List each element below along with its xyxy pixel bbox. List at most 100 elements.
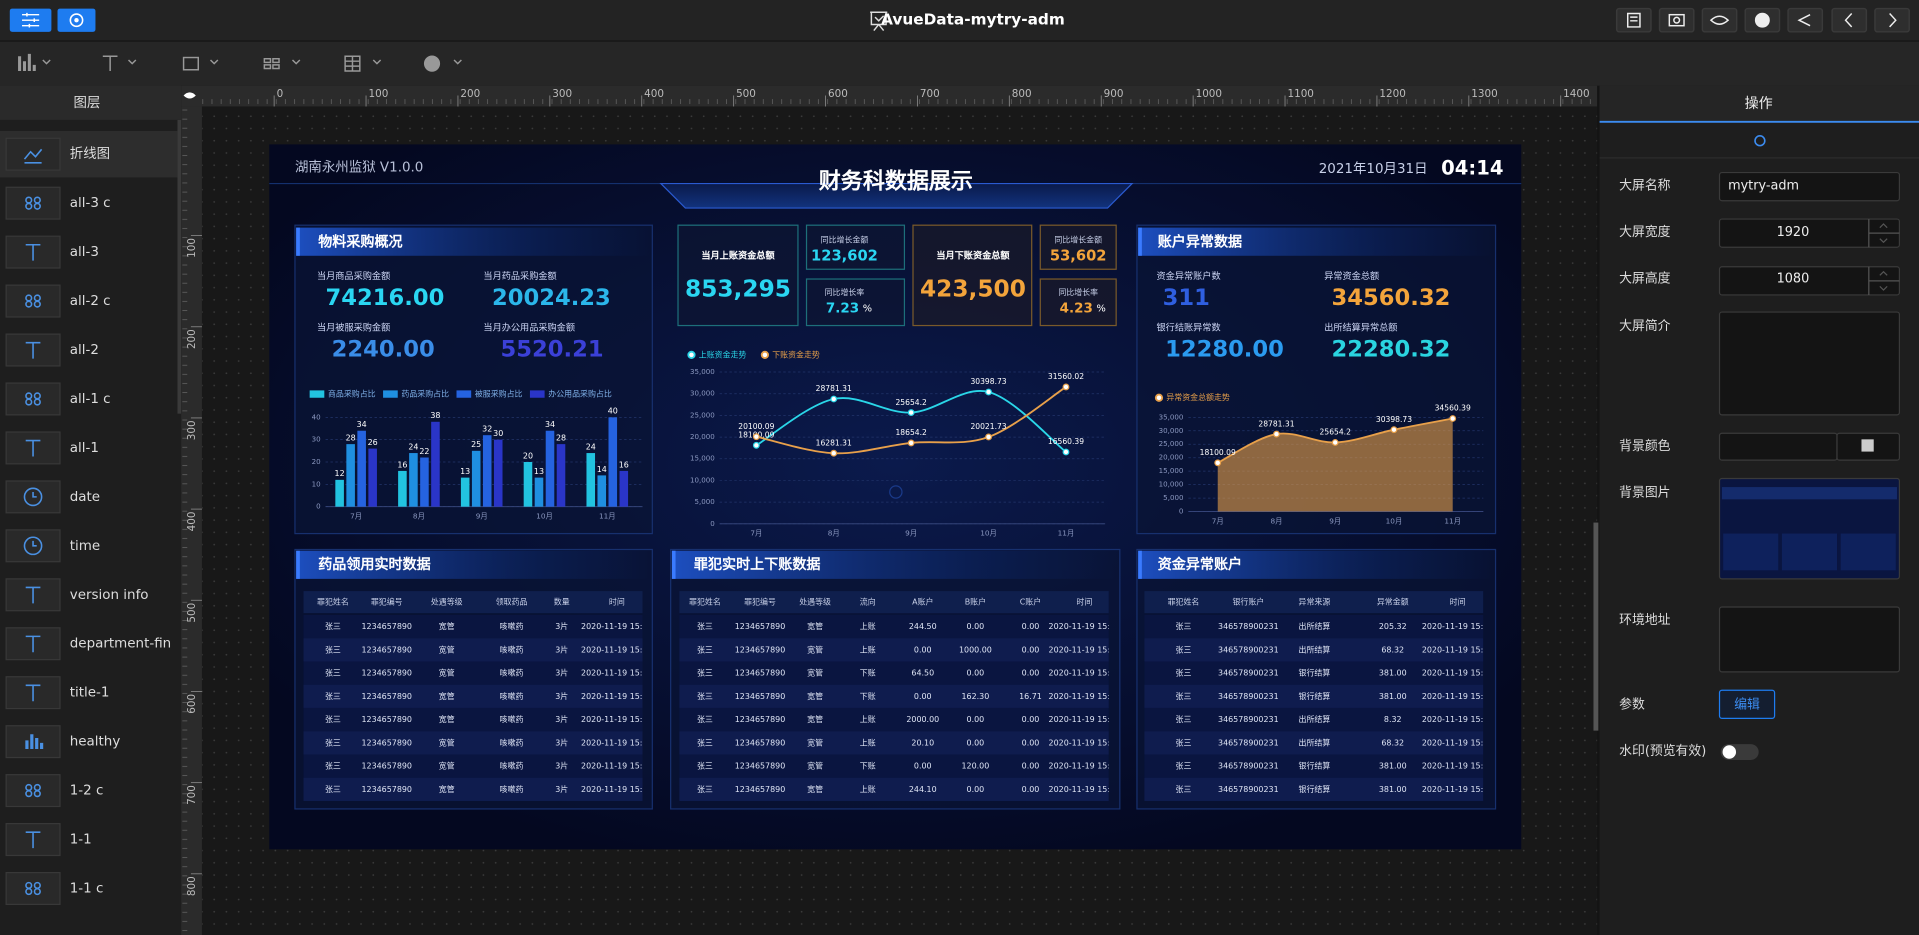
edit-button[interactable] [1718, 689, 1776, 719]
layer-name[interactable]: version info [70, 588, 149, 603]
chart-tool[interactable] [18, 53, 36, 71]
layer-name[interactable]: 1-1 c [70, 881, 104, 896]
other-tool[interactable] [423, 55, 441, 72]
column-header: 异常金额 [1377, 597, 1409, 607]
table-cell: 张三 [1176, 715, 1192, 724]
x-tick-label: 10月 [1386, 516, 1403, 525]
layer-name[interactable]: title-1 [70, 686, 110, 701]
column-header: 罪犯姓名 [1168, 597, 1200, 607]
card-rate: 7.23 [826, 301, 859, 316]
env-textarea[interactable] [1718, 606, 1901, 673]
table-cell: 1234657890 [735, 669, 786, 678]
ruler-label: 300 [186, 420, 198, 440]
legend-swatch [456, 390, 472, 398]
icon [33, 398, 41, 406]
bar-value-label: 22 [419, 447, 429, 456]
icon [25, 734, 44, 749]
icon [1626, 12, 1641, 28]
y-tick-label: 25,000 [1159, 439, 1184, 448]
table-cell: 张三 [1176, 622, 1192, 631]
image-tool[interactable] [182, 56, 199, 71]
config-tab[interactable] [1754, 135, 1766, 147]
bar-value-label: 16 [397, 460, 407, 469]
intro-textarea[interactable] [1718, 311, 1901, 416]
layer-name[interactable]: all-2 [70, 343, 99, 358]
icon [25, 341, 41, 359]
table-cell: 2020-11-19 15:30 [581, 762, 653, 771]
name-input[interactable] [1718, 171, 1901, 202]
y-tick-label: 30,000 [1159, 426, 1184, 435]
layer-name[interactable]: all-3 [70, 245, 99, 260]
y-tick-label: 5,000 [694, 497, 715, 506]
ruler-label: 800 [1012, 88, 1032, 100]
point-label: 18654.2 [895, 428, 927, 437]
ruler-label: 1400 [1563, 88, 1589, 100]
spinners[interactable] [1868, 219, 1900, 295]
table-cell: 2020-11-19 15:30 [1422, 692, 1494, 701]
forward-button[interactable] [1874, 7, 1910, 33]
layer-name[interactable]: all-3 c [70, 196, 111, 211]
stat-value: 74216.00 [326, 285, 445, 311]
bar [471, 450, 481, 507]
layer-name[interactable]: all-1 [70, 441, 99, 456]
field-label: 大屏高度 [1619, 271, 1671, 287]
table-cell: 宽管 [807, 644, 823, 654]
preview-button[interactable] [1701, 7, 1738, 33]
table-cell: 宽管 [439, 784, 455, 794]
screenshot-button[interactable] [1658, 7, 1695, 33]
layer-name[interactable]: department-fin [70, 637, 171, 652]
table-tool[interactable] [344, 55, 361, 72]
table-cell: 162.30 [962, 692, 990, 701]
eye-toggle[interactable] [183, 92, 196, 99]
table-cell: 1234657890 [735, 762, 786, 771]
layer-name[interactable]: all-2 c [70, 294, 111, 309]
table-cell: 宽管 [807, 737, 823, 747]
text-tool[interactable] [102, 55, 118, 71]
table-cell: 张三 [1176, 785, 1192, 794]
field-label: 水印(预览有效) [1619, 743, 1706, 759]
table-cell: 2020-11-19 15:30 [581, 738, 653, 747]
legend-marker [760, 350, 770, 360]
bar [523, 461, 533, 507]
field-label: 大屏宽度 [1619, 224, 1671, 240]
table-cell: 银行结算 [1299, 691, 1331, 701]
table-row-bg [679, 777, 1109, 801]
number-tool[interactable] [263, 58, 280, 70]
bar-value-label: 34 [357, 420, 367, 429]
point [1273, 430, 1280, 438]
table-cell: 2000.00 [906, 715, 939, 724]
table: 罪犯姓名 罪犯编号 处遇等级 流向 A账户 B账户 C账户 时间张三 1234657890 宽管上… [679, 591, 1121, 801]
panel-title: 账户异常数据 [1158, 233, 1242, 250]
field-value: 1920 [1777, 225, 1810, 240]
layer-name[interactable]: 1-1 [70, 833, 92, 848]
point [985, 433, 992, 441]
table-cell: 0.00 [967, 738, 985, 747]
caret [372, 59, 382, 65]
table-row-bg [679, 614, 1109, 639]
scrollbar[interactable] [177, 119, 182, 414]
back-button[interactable] [1831, 7, 1868, 33]
top-bar [0, 0, 1919, 41]
toolbar [0, 41, 1919, 86]
panel-title: 物料采购概况 [318, 233, 402, 250]
layer-name[interactable]: date [70, 490, 100, 505]
column-header: 异常来源 [1299, 598, 1331, 607]
panel-title: 罪犯实时上下账数据 [694, 556, 821, 573]
table-row-bg [303, 614, 643, 639]
layer-icon-box [5, 871, 61, 906]
y-tick-label: 30 [312, 435, 322, 444]
share-button[interactable] [1787, 7, 1824, 33]
layer-name[interactable]: all-1 c [70, 392, 111, 407]
ruler-label: 1200 [1379, 88, 1405, 100]
table-cell: 2020-11-19 15:30 [1049, 762, 1121, 771]
canvas-scrollbar[interactable] [1593, 522, 1599, 731]
ruler-label: 600 [828, 88, 848, 100]
table-cell: 张三 [697, 715, 713, 724]
layer-name[interactable]: 折线图 [70, 146, 110, 162]
color-input[interactable] [1718, 432, 1838, 461]
layer-name[interactable]: healthy [70, 735, 121, 750]
table-row-bg [303, 638, 643, 662]
ruler-label: 500 [736, 88, 756, 100]
layer-name[interactable]: 1-2 c [70, 784, 104, 799]
layer-name[interactable]: time [70, 539, 100, 554]
